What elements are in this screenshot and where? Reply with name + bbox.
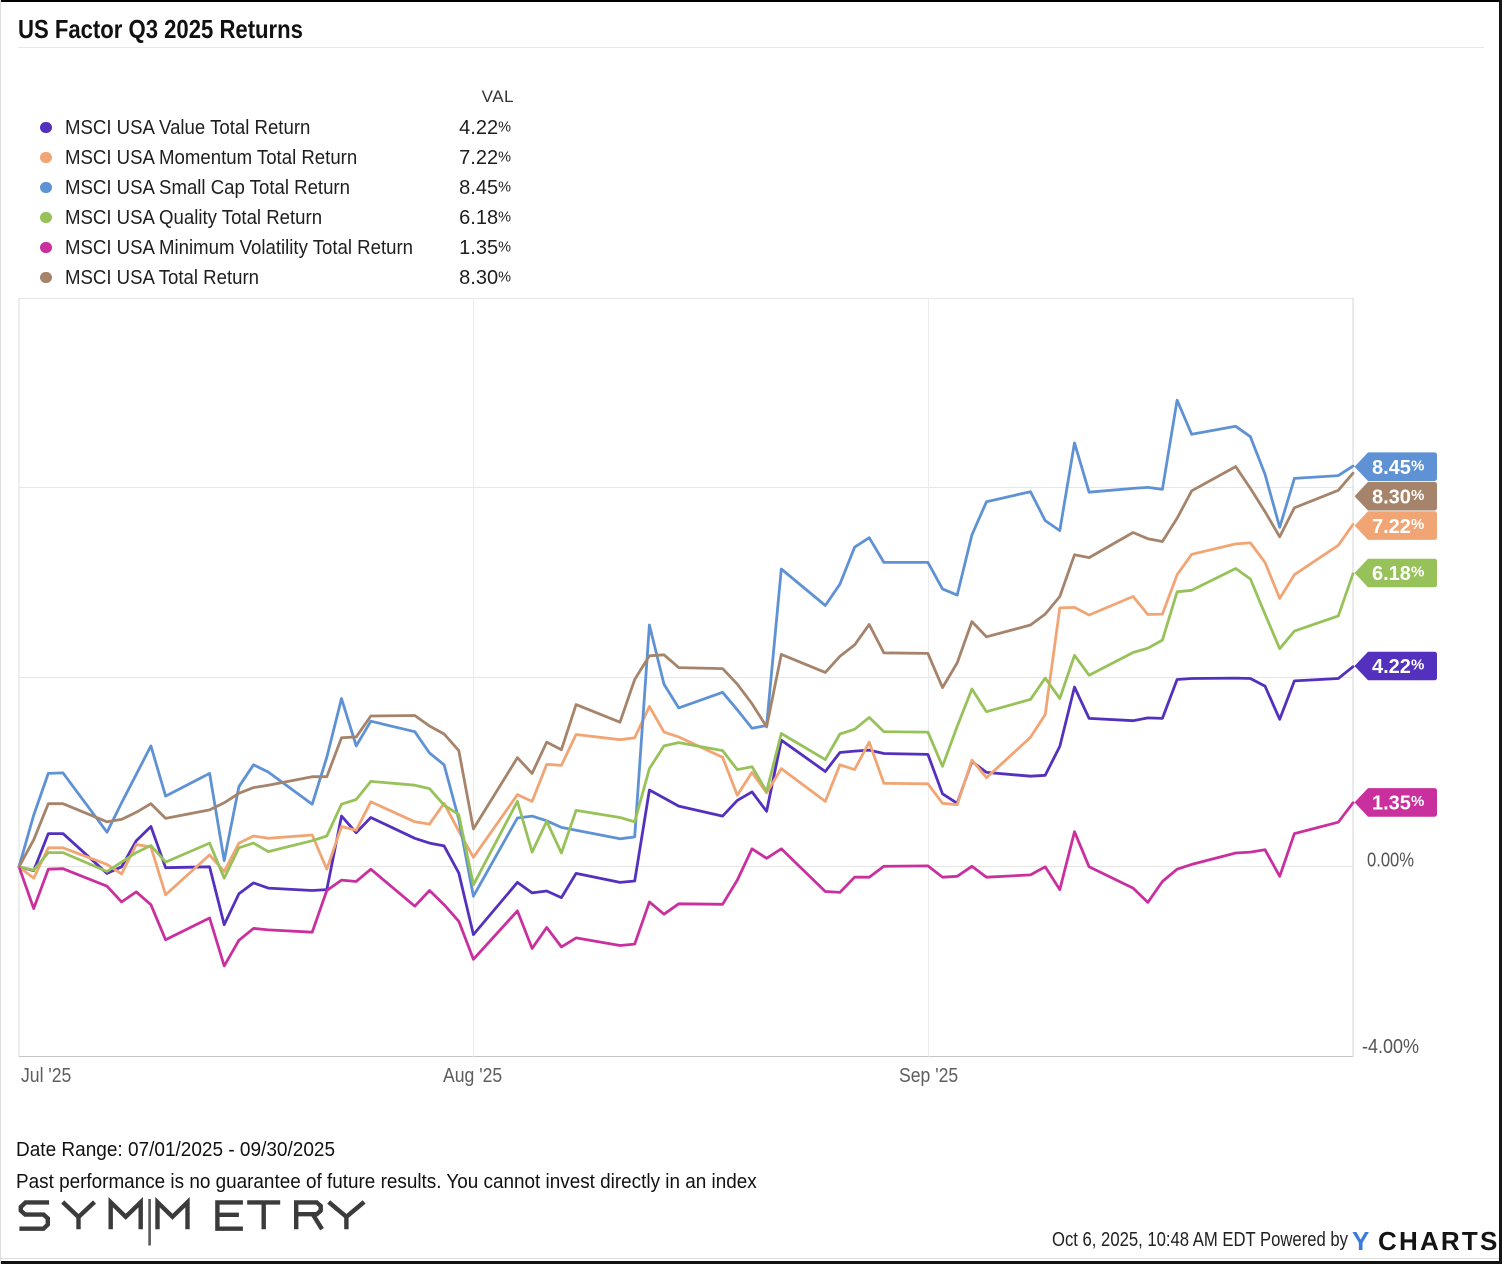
- svg-text:0.00%: 0.00%: [1367, 850, 1414, 872]
- svg-text:1.35%: 1.35%: [1372, 793, 1424, 815]
- svg-text:CHARTS: CHARTS: [1378, 1226, 1500, 1256]
- svg-text:4.22%: 4.22%: [1372, 656, 1424, 678]
- svg-text:Oct 6, 2025, 10:48 AM EDT Powe: Oct 6, 2025, 10:48 AM EDT Powered by: [1052, 1229, 1348, 1251]
- svg-text:-4.00%: -4.00%: [1362, 1036, 1419, 1058]
- svg-text:8.30%: 8.30%: [1372, 486, 1424, 508]
- svg-text:7.22%: 7.22%: [1372, 516, 1424, 538]
- svg-text:6.18%: 6.18%: [1372, 563, 1424, 585]
- svg-text:8.45%: 8.45%: [1372, 457, 1424, 479]
- svg-text:Y: Y: [1352, 1226, 1369, 1256]
